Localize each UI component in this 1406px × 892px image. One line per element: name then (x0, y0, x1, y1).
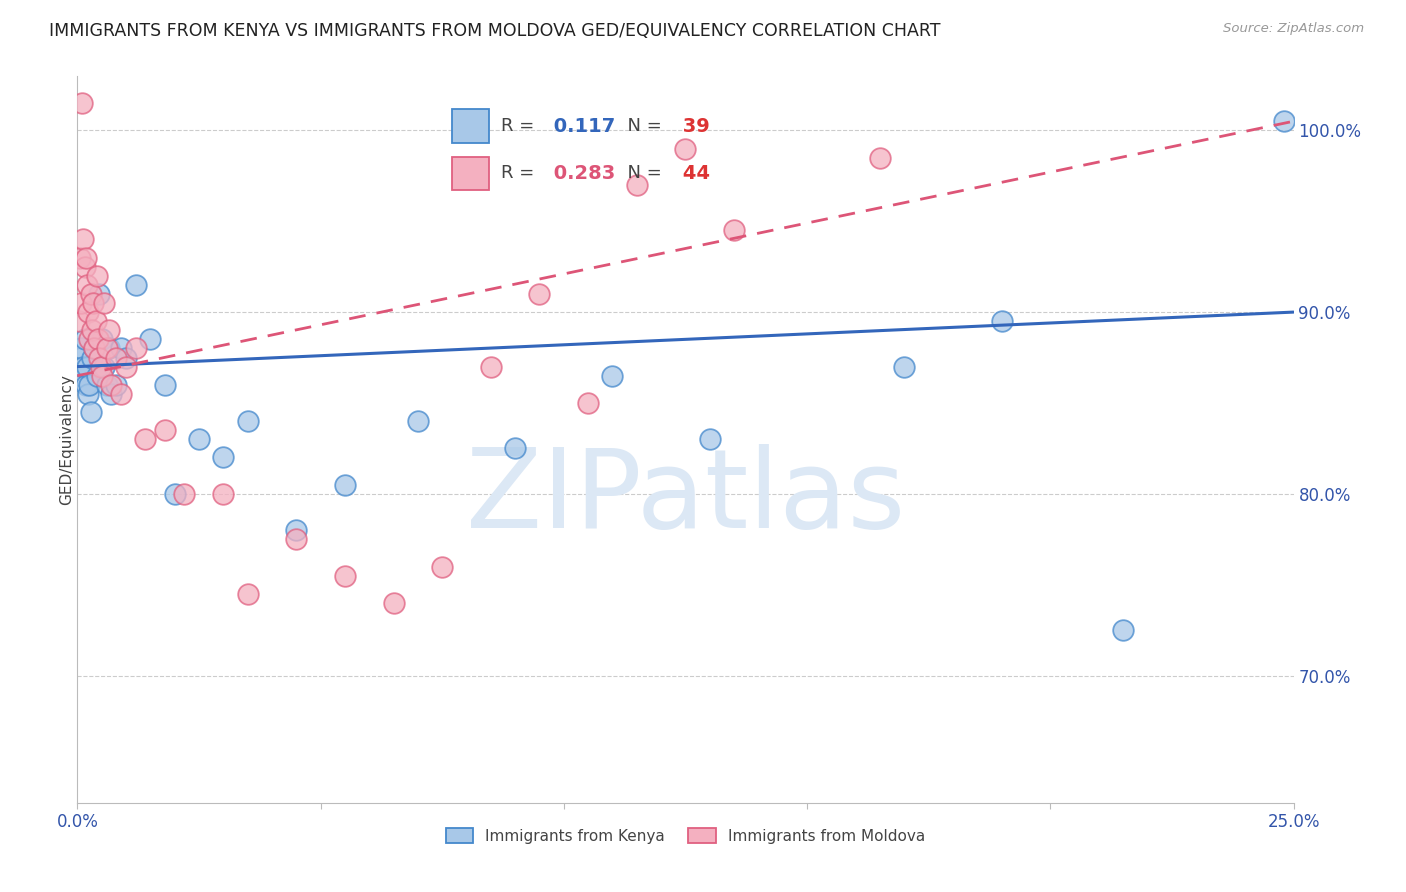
Text: Source: ZipAtlas.com: Source: ZipAtlas.com (1223, 22, 1364, 36)
Point (77, 387, 100, 401)
Bar (451, 110, 489, 144)
Point (73, 260, 96, 274)
Point (115, 351, 138, 365)
Point (602, 368, 624, 383)
Point (97, 323, 120, 337)
Point (70, 342, 93, 356)
Point (80, 323, 103, 337)
Point (72, 232, 94, 246)
Text: N =: N = (616, 164, 668, 182)
Point (163, 487, 186, 501)
Text: ZIPatlas: ZIPatlas (465, 444, 905, 551)
Point (990, 314, 1012, 328)
Point (236, 587, 259, 601)
Point (406, 414, 429, 428)
Text: 0.283: 0.283 (547, 163, 614, 183)
Point (479, 359, 502, 374)
Point (69, 351, 91, 365)
Point (125, 277, 148, 292)
Text: 0.117: 0.117 (547, 117, 614, 136)
Point (105, 351, 128, 365)
Point (83, 342, 105, 356)
Point (212, 450, 235, 465)
Point (675, 141, 697, 155)
Point (153, 423, 176, 437)
Point (96, 377, 118, 392)
Point (72, 359, 94, 374)
Point (76, 277, 98, 292)
Point (212, 487, 235, 501)
Point (87, 332, 110, 346)
Point (1272, 114, 1295, 128)
Point (82, 296, 104, 310)
Point (110, 387, 132, 401)
Point (105, 377, 128, 392)
Point (83, 342, 105, 356)
Point (89, 286, 111, 301)
Point (73, 332, 96, 346)
Point (1112, 623, 1135, 637)
Point (893, 359, 915, 374)
Point (382, 596, 405, 610)
Text: 39: 39 (676, 117, 710, 136)
Point (90, 368, 112, 383)
Text: N =: N = (616, 118, 668, 136)
Point (69, 251, 91, 265)
Point (75, 377, 97, 392)
Point (333, 477, 356, 491)
Point (529, 286, 551, 301)
Y-axis label: GED/Equivalency: GED/Equivalency (59, 374, 73, 505)
Point (70, 368, 93, 383)
Point (139, 332, 162, 346)
Point (173, 487, 195, 501)
Text: R =: R = (501, 118, 540, 136)
Point (79, 377, 101, 392)
Point (430, 559, 453, 574)
Point (626, 178, 648, 192)
Point (80, 351, 103, 365)
Text: 44: 44 (676, 163, 710, 183)
Point (76, 359, 98, 374)
Point (285, 523, 308, 537)
Point (86, 268, 108, 283)
Legend: Immigrants from Kenya, Immigrants from Moldova: Immigrants from Kenya, Immigrants from M… (440, 822, 931, 850)
Point (77, 305, 100, 319)
Point (75, 251, 97, 265)
Point (84, 314, 107, 328)
Point (110, 342, 132, 356)
Point (96, 342, 118, 356)
Point (869, 151, 891, 165)
Point (100, 387, 122, 401)
Point (576, 396, 599, 410)
Point (90, 359, 112, 374)
Point (70, 296, 93, 310)
Point (723, 223, 745, 237)
Point (67, 314, 90, 328)
Point (90, 332, 112, 346)
Point (333, 568, 356, 582)
Point (699, 432, 721, 446)
Point (134, 432, 156, 446)
Point (125, 342, 148, 356)
Point (93, 296, 115, 310)
Point (79, 332, 101, 346)
Text: IMMIGRANTS FROM KENYA VS IMMIGRANTS FROM MOLDOVA GED/EQUIVALENCY CORRELATION CHA: IMMIGRANTS FROM KENYA VS IMMIGRANTS FROM… (49, 22, 941, 40)
Point (100, 377, 122, 392)
Point (70, 96, 93, 111)
Point (236, 414, 259, 428)
Point (115, 359, 138, 374)
Point (285, 533, 308, 547)
Text: R =: R = (501, 164, 540, 182)
Point (97, 342, 120, 356)
Point (188, 432, 211, 446)
Point (153, 377, 176, 392)
Point (80, 286, 103, 301)
Point (80, 405, 103, 419)
Point (89, 351, 111, 365)
Point (503, 442, 526, 456)
Bar (451, 157, 489, 190)
Point (93, 359, 115, 374)
Point (86, 368, 108, 383)
